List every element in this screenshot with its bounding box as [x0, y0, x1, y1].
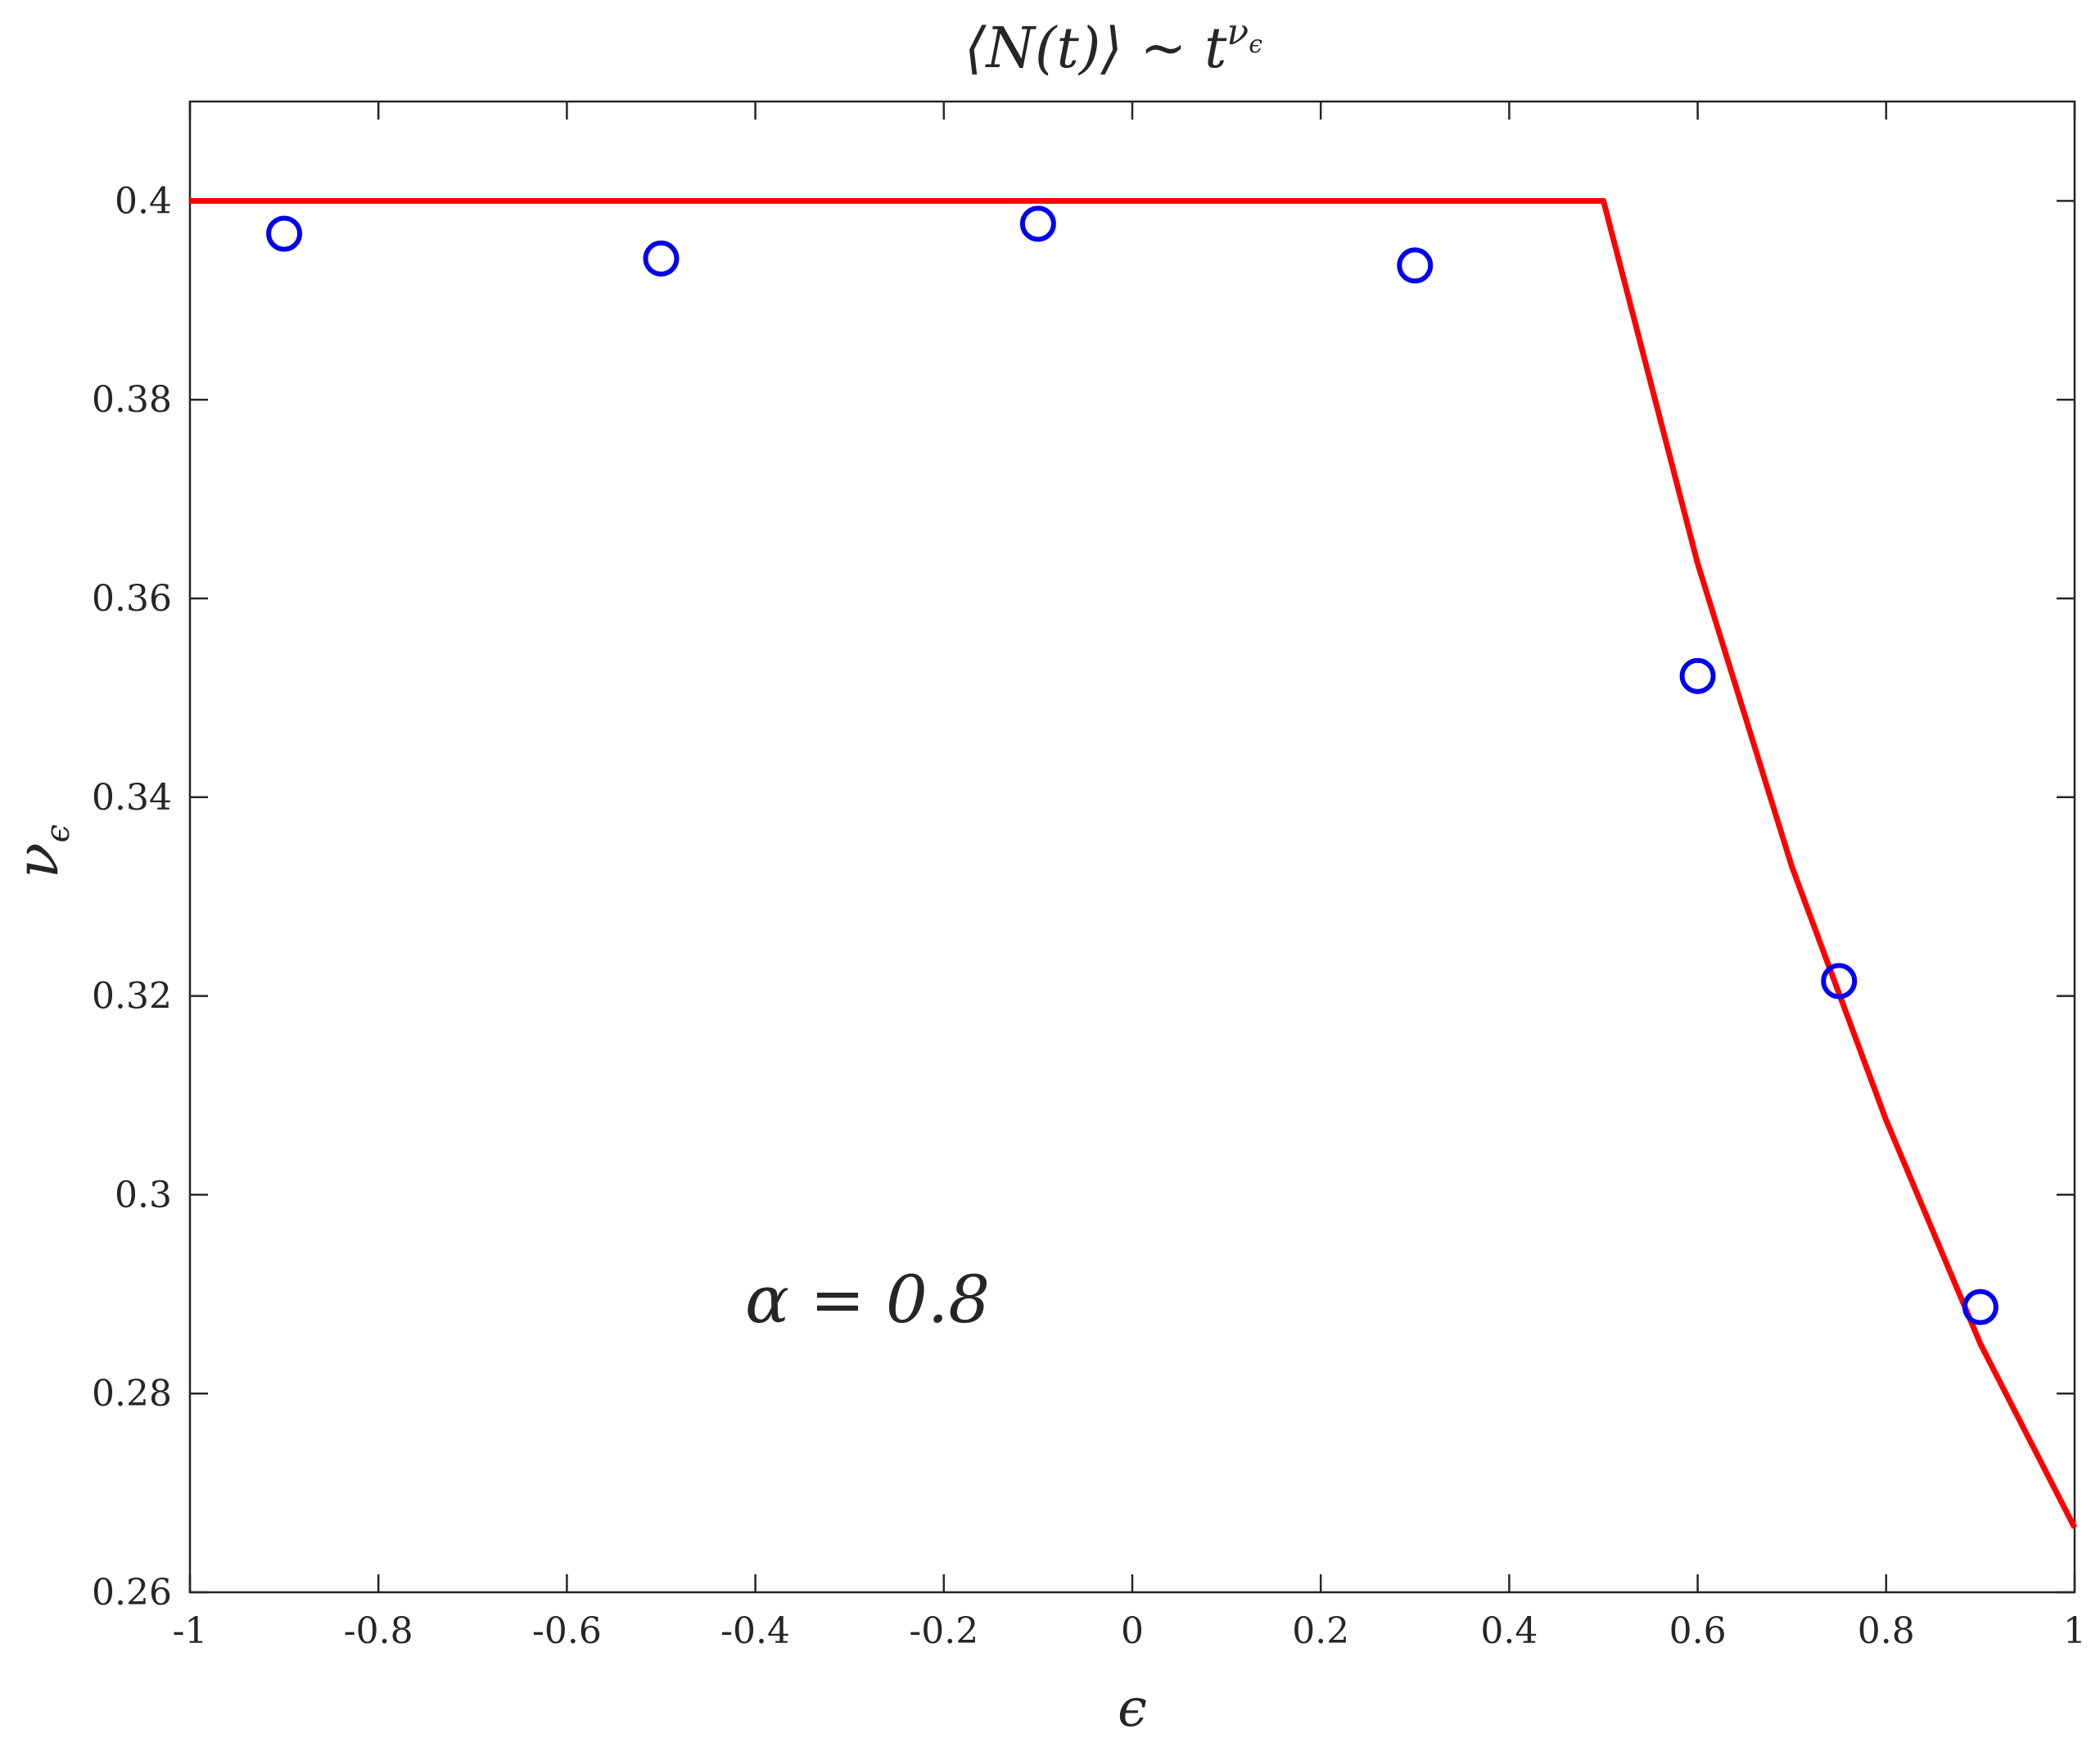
x-tick-label: 0.2 — [1292, 1610, 1349, 1652]
data-point — [266, 215, 303, 252]
x-tick-label: 0 — [1121, 1610, 1144, 1652]
chart-title-sub: ϵ — [1249, 30, 1262, 59]
y-axis: 0.26 0.28 0.3 0.32 0.34 0.36 0.38 0.4 — [92, 180, 2075, 1614]
x-tick-label: 1 — [2063, 1610, 2086, 1652]
x-tick-label: 0.6 — [1669, 1610, 1727, 1652]
data-point — [1962, 1289, 1998, 1325]
y-tick-label: 0.3 — [115, 1174, 172, 1216]
x-tick-label: -0.2 — [909, 1610, 978, 1652]
x-axis-label: ϵ — [1118, 1678, 1147, 1738]
chart-title: ⟨N(t)⟩ ~ tνϵ — [964, 11, 1262, 81]
x-tick-label: 0.8 — [1858, 1610, 1915, 1652]
series-line — [190, 197, 2078, 1529]
y-tick-label: 0.36 — [92, 578, 172, 620]
x-tick-label: -0.8 — [344, 1610, 413, 1652]
y-tick-label: 0.38 — [92, 379, 172, 421]
y-tick-label: 0.4 — [115, 180, 172, 222]
y-axis-label: νϵ — [2, 824, 77, 878]
plot-area — [188, 100, 2076, 1594]
y-tick-label: 0.32 — [92, 976, 172, 1018]
x-tick-label: 0.4 — [1480, 1610, 1538, 1652]
x-tick-label: -1 — [173, 1610, 208, 1652]
y-axis-label-sub: ϵ — [39, 824, 77, 842]
data-point — [1019, 205, 1056, 242]
y-axis-label-main: ν — [2, 842, 71, 878]
x-tick-label: -0.4 — [720, 1610, 790, 1652]
data-point — [1821, 963, 1858, 1000]
y-tick-label: 0.34 — [92, 777, 172, 819]
series-layer — [190, 197, 2078, 1529]
x-axis: -1 -0.8 -0.6 -0.4 -0.2 0 0.2 0.4 0.6 0.8 1 — [173, 102, 2086, 1652]
data-point — [1397, 247, 1434, 284]
x-tick-label: -0.6 — [532, 1610, 602, 1652]
chart-title-sup: ν — [1226, 11, 1249, 53]
y-tick-label: 0.28 — [92, 1373, 172, 1415]
data-point — [1679, 657, 1716, 694]
y-tick-label: 0.26 — [92, 1572, 172, 1614]
chart-title-main: ⟨N(t)⟩ ~ t — [964, 16, 1227, 81]
data-point — [643, 240, 680, 277]
annotation-alpha: α = 0.8 — [745, 1262, 990, 1338]
